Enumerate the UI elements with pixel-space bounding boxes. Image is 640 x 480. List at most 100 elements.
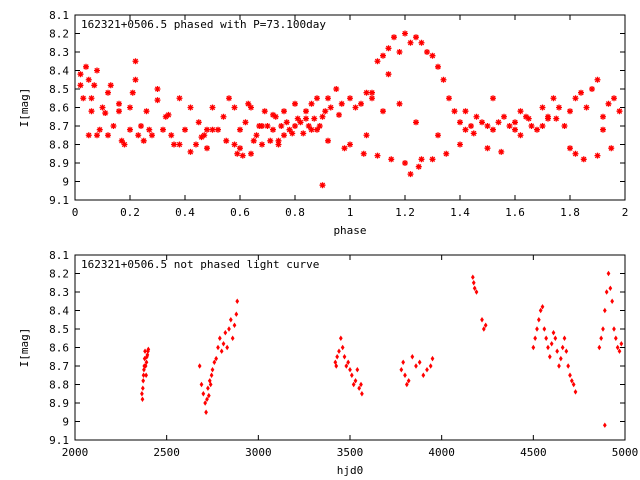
data-point <box>435 132 441 139</box>
data-point <box>154 86 161 92</box>
data-point <box>129 89 136 96</box>
data-point <box>85 76 92 83</box>
data-point <box>336 111 342 118</box>
data-point <box>479 119 485 126</box>
data-point <box>142 355 147 362</box>
data-point <box>451 108 458 115</box>
data-point <box>201 391 206 397</box>
data-point <box>440 76 447 83</box>
data-point <box>259 123 265 129</box>
data-point <box>396 49 403 55</box>
data-point <box>225 344 230 351</box>
data-point <box>490 126 496 133</box>
data-point <box>135 132 142 139</box>
data-points <box>77 30 623 189</box>
x-tick-label: 1.4 <box>450 206 470 219</box>
x-tick-label: 2 <box>622 206 629 219</box>
data-point <box>149 132 155 139</box>
data-point <box>94 132 100 139</box>
x-tick-label: 0.2 <box>120 206 140 219</box>
data-point <box>141 378 146 384</box>
data-point <box>337 348 341 354</box>
data-point <box>369 89 375 96</box>
data-point <box>589 86 595 92</box>
data-point <box>355 366 360 373</box>
data-point <box>363 89 370 96</box>
data-point <box>127 104 133 111</box>
x-tick-label: 3500 <box>337 446 364 459</box>
data-point <box>406 378 411 384</box>
y-tick-label: 8.7 <box>49 120 69 133</box>
x-tick-label: 0 <box>72 206 79 219</box>
data-point <box>145 352 150 358</box>
data-point <box>272 113 279 120</box>
x-axis-label: hjd0 <box>337 464 364 477</box>
data-point <box>470 274 475 280</box>
data-point <box>146 346 151 353</box>
data-point <box>553 335 558 341</box>
data-point <box>599 335 604 341</box>
data-point <box>303 115 309 122</box>
data-point <box>281 108 287 115</box>
data-point <box>322 108 329 115</box>
y-tick-label: 8.2 <box>49 268 69 281</box>
data-point <box>425 366 429 373</box>
data-point <box>248 104 254 111</box>
data-point <box>171 141 177 148</box>
data-point <box>357 385 362 391</box>
data-point <box>410 354 415 360</box>
data-point <box>311 115 318 122</box>
data-point <box>568 372 572 378</box>
data-point <box>335 354 340 360</box>
data-point <box>300 130 307 137</box>
data-point <box>85 132 92 139</box>
data-point <box>544 335 549 341</box>
data-point <box>140 396 145 403</box>
data-point <box>483 322 488 329</box>
x-tick-label: 0.6 <box>230 206 250 219</box>
data-point <box>480 317 484 323</box>
data-point <box>204 409 208 415</box>
data-point <box>338 100 345 107</box>
data-point <box>443 150 450 157</box>
data-point <box>346 359 351 366</box>
data-point <box>617 348 622 354</box>
data-point <box>573 389 578 395</box>
data-point <box>604 289 609 295</box>
chart-title: 162321+0506.5 phased with P=73.100day <box>81 18 326 31</box>
data-point <box>223 137 230 144</box>
y-tick-label: 9.1 <box>49 434 69 447</box>
data-point <box>535 326 539 332</box>
data-point <box>555 348 560 354</box>
data-point <box>305 123 312 129</box>
data-point <box>88 108 95 115</box>
data-point <box>429 156 436 163</box>
data-point <box>396 100 403 107</box>
data-point <box>380 52 386 59</box>
data-point <box>127 126 133 133</box>
data-point <box>209 104 216 111</box>
data-point <box>143 348 147 354</box>
data-point <box>261 108 268 115</box>
y-tick-label: 9 <box>62 416 69 429</box>
y-tick-label: 9.1 <box>49 194 69 207</box>
y-tick-label: 8.9 <box>49 157 69 170</box>
data-point <box>144 359 149 366</box>
data-point <box>363 132 370 139</box>
data-point <box>407 39 414 46</box>
data-point <box>275 137 282 144</box>
data-point <box>468 123 474 129</box>
data-point <box>534 126 540 133</box>
data-point <box>231 141 238 148</box>
data-point <box>417 359 422 366</box>
data-point <box>539 104 546 111</box>
data-point <box>116 108 122 115</box>
data-point <box>413 34 419 41</box>
data-point <box>325 95 331 102</box>
data-point <box>380 108 386 115</box>
y-tick-label: 8.1 <box>49 249 69 262</box>
data-point <box>608 285 613 292</box>
y-tick-label: 8.5 <box>49 83 69 96</box>
data-point <box>292 100 298 107</box>
data-point <box>619 341 624 347</box>
